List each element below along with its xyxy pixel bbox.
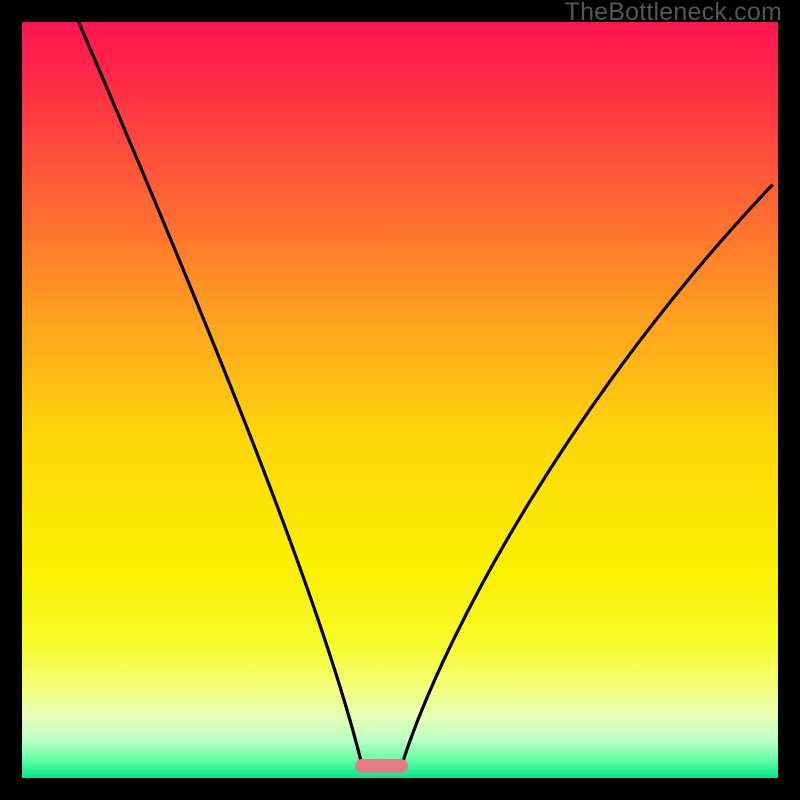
plot-area: [22, 22, 778, 778]
bottleneck-curve: [22, 22, 778, 778]
optimal-marker: [355, 759, 408, 773]
curve-right: [402, 185, 773, 766]
watermark-text: TheBottleneck.com: [565, 0, 782, 27]
curve-left: [79, 22, 363, 766]
chart-frame: TheBottleneck.com: [0, 0, 800, 800]
